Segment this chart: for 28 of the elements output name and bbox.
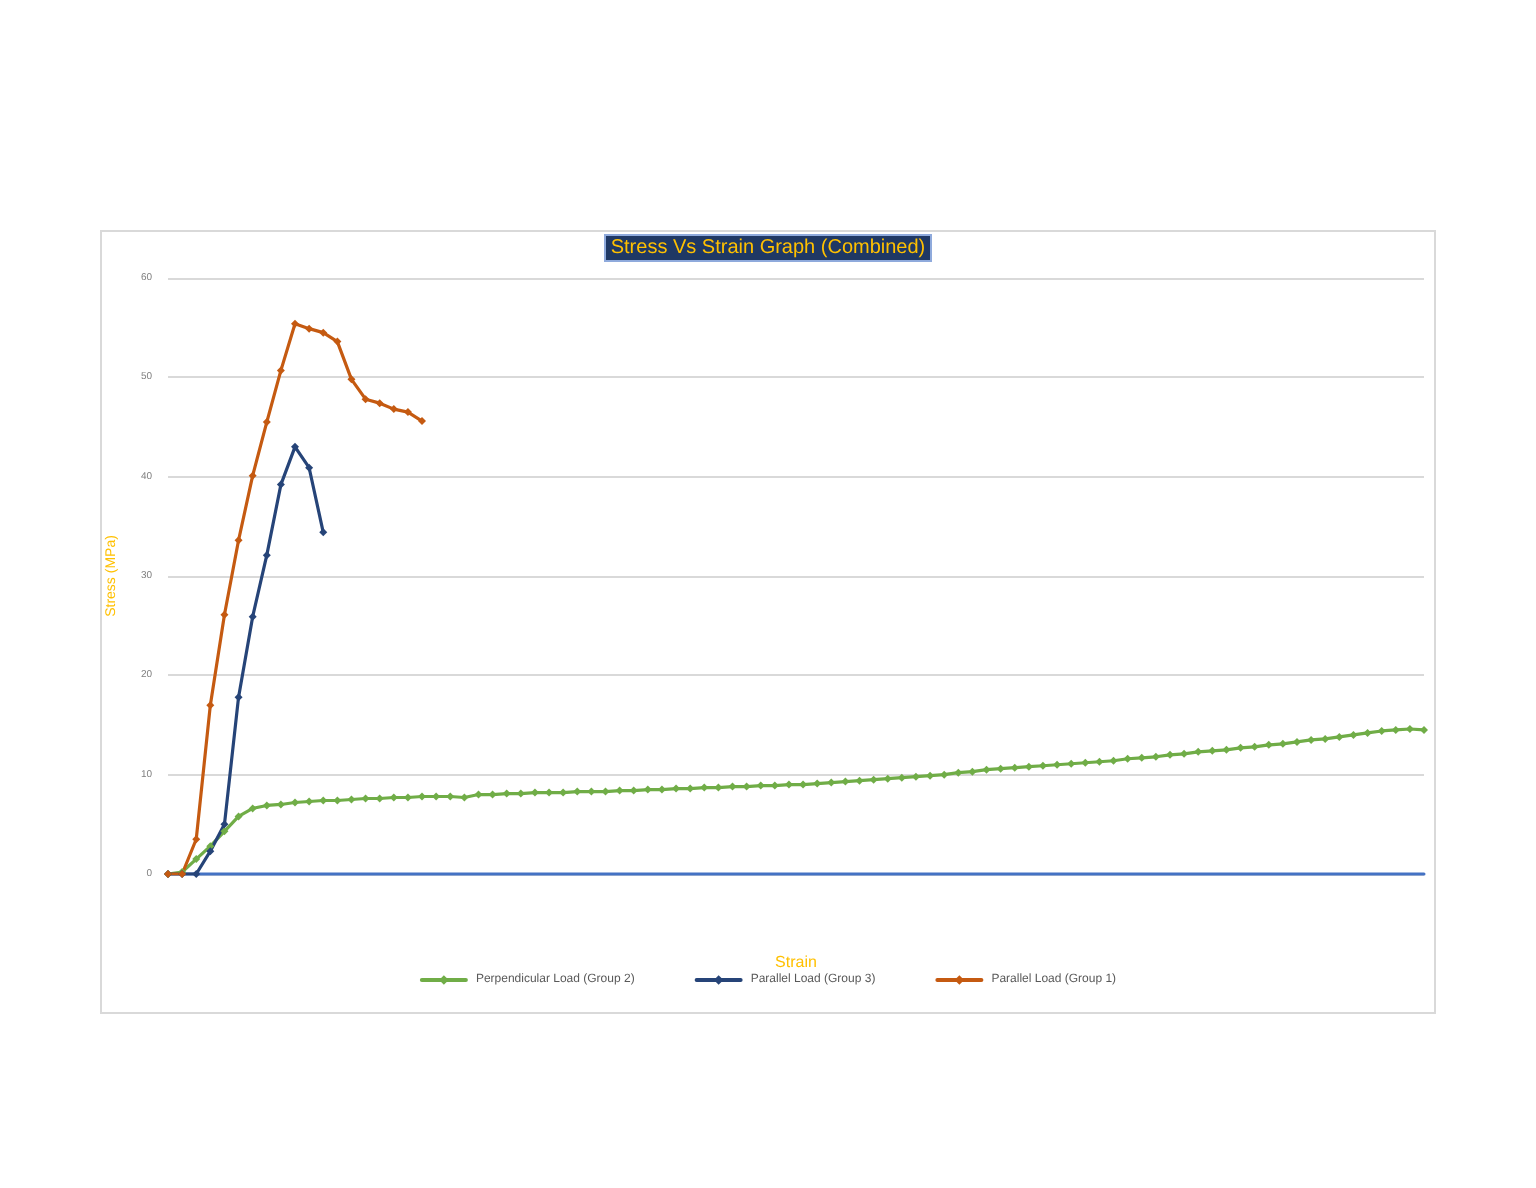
point [333, 337, 342, 346]
point [305, 324, 314, 333]
point [234, 536, 243, 545]
point [347, 375, 356, 384]
point [319, 328, 328, 337]
point [276, 366, 285, 375]
point [418, 417, 427, 426]
point [262, 551, 271, 560]
point [206, 847, 215, 856]
point [291, 319, 300, 328]
point [248, 471, 257, 480]
x-axis-title: Strain [775, 953, 817, 971]
point [220, 820, 229, 829]
point [206, 701, 215, 710]
point [220, 610, 229, 619]
point [248, 612, 257, 621]
point [276, 480, 285, 489]
point [262, 418, 271, 427]
point [389, 405, 398, 414]
point [291, 442, 300, 451]
point [319, 528, 328, 537]
point [234, 693, 243, 702]
point [375, 399, 384, 408]
point [361, 395, 370, 404]
point [192, 835, 201, 844]
point [305, 463, 314, 472]
point [192, 870, 201, 878]
chart-title: Stress Vs Strain Graph (Combined) [610, 237, 926, 259]
